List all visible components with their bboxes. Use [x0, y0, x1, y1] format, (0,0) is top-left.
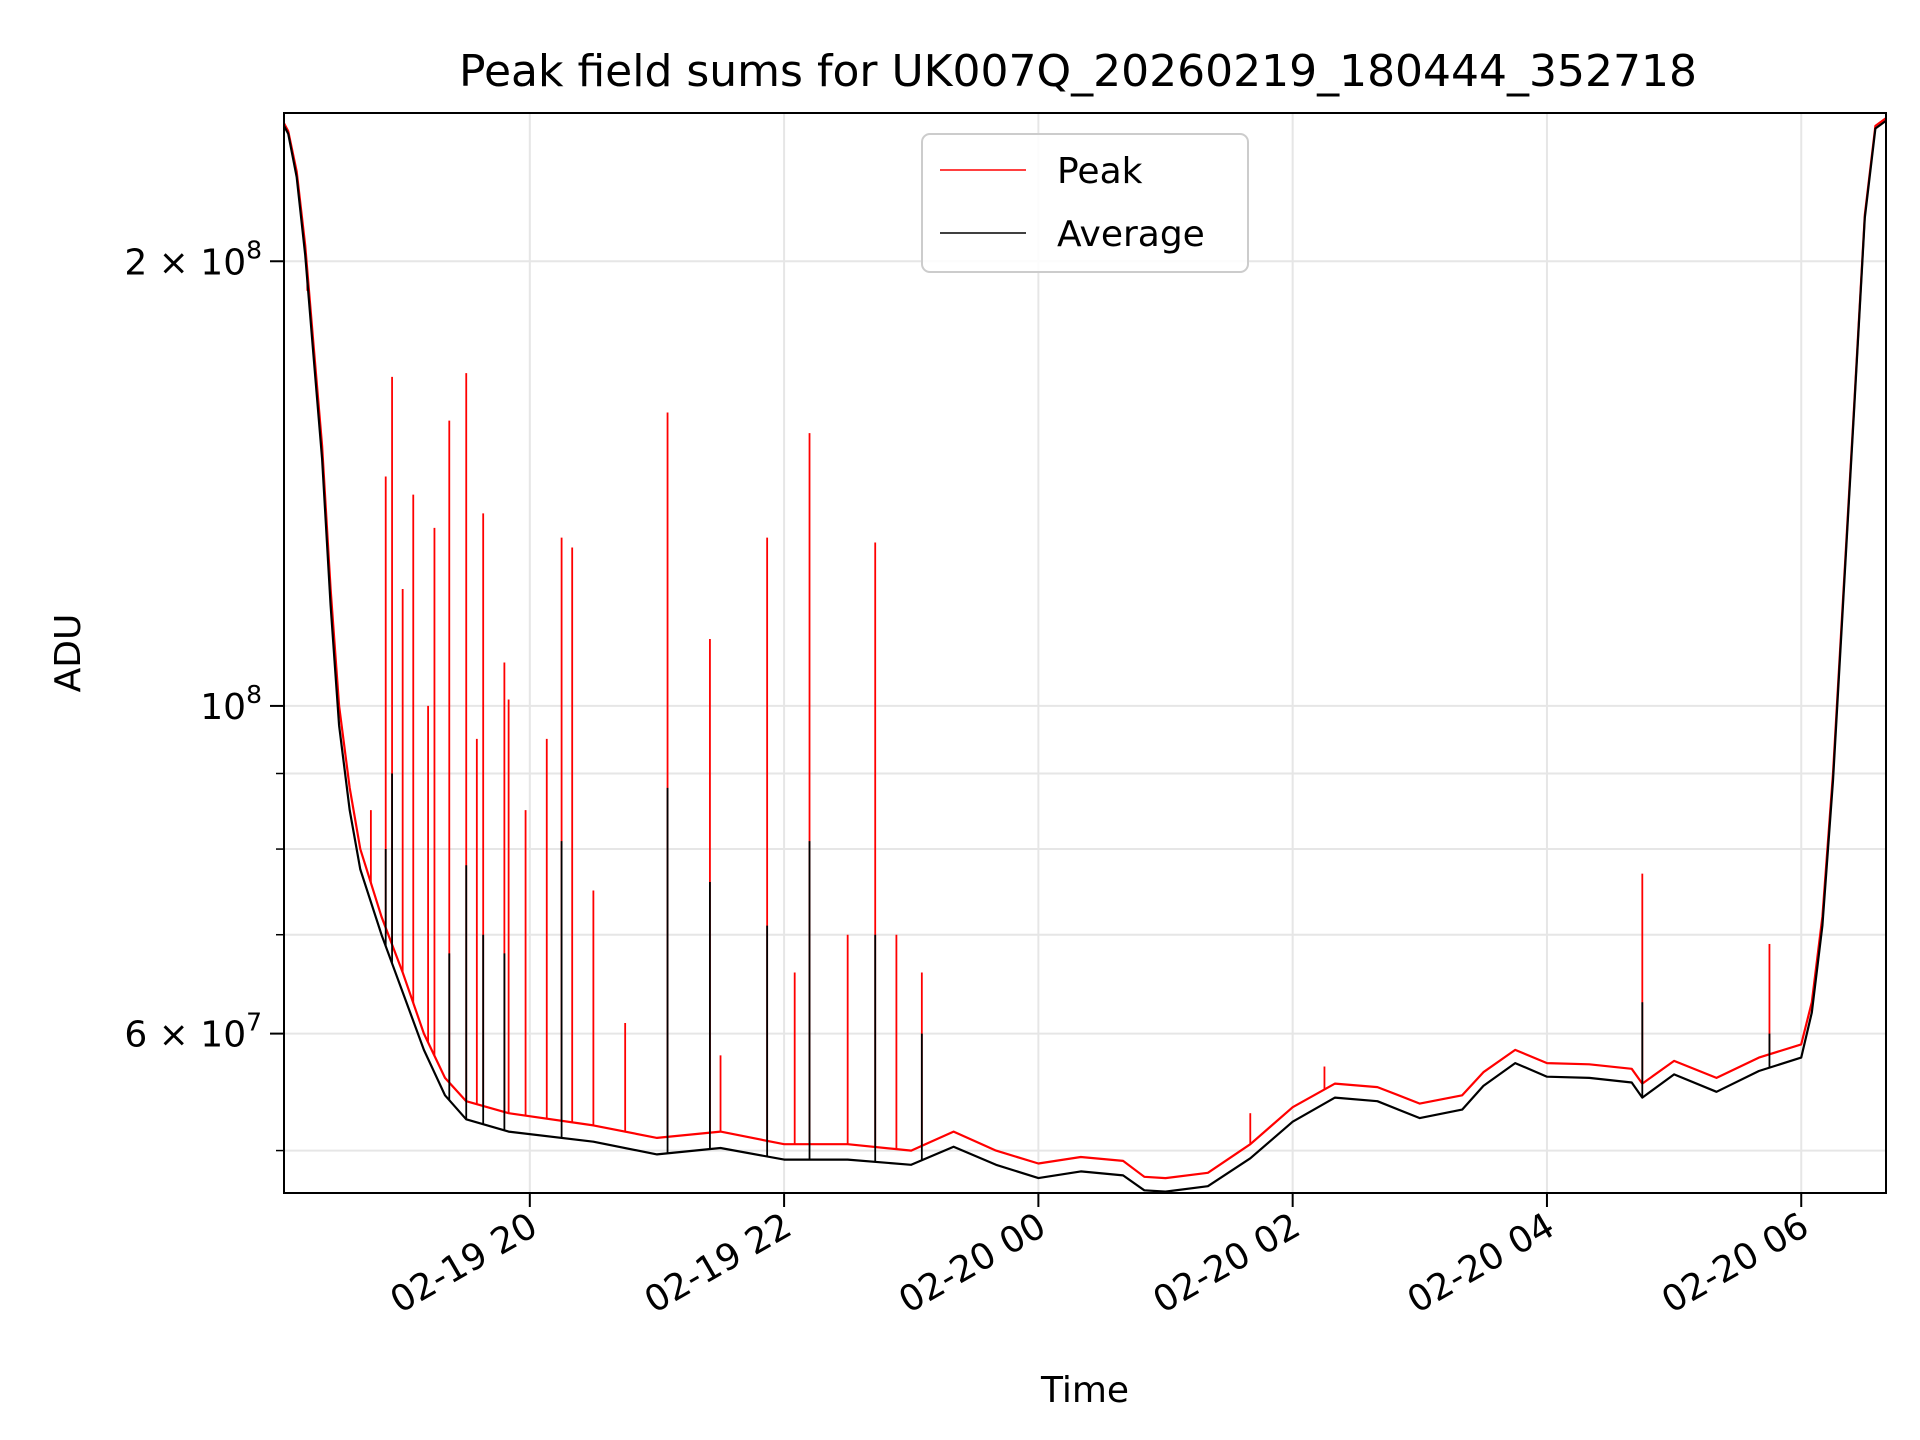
y-tick-label: 108	[200, 680, 262, 728]
legend-box	[921, 133, 1249, 273]
plot-frame	[283, 112, 1887, 1194]
y-tick-base: 2 × 10	[124, 242, 246, 283]
legend: Peak Average	[921, 133, 1249, 273]
y-axis-label: ADU	[48, 614, 89, 693]
y-tick-label: 6 × 107	[124, 1008, 262, 1056]
series-average	[283, 119, 1887, 1193]
y-tick-base: 10	[200, 687, 246, 728]
x-axis-label: Time	[1040, 1370, 1129, 1411]
y-tick-exponent: 8	[246, 680, 262, 709]
legend-label-peak: Peak	[1057, 151, 1143, 192]
series-line-peak	[283, 117, 1887, 1180]
y-tick-exponent: 8	[246, 235, 262, 264]
y-tick-exponent: 7	[246, 1008, 262, 1037]
series-layer	[283, 117, 1887, 1193]
y-tick-base: 6 × 10	[124, 1015, 246, 1056]
grid-layer	[284, 113, 1886, 1193]
chart-title: Peak field sums for UK007Q_20260219_1804…	[459, 46, 1697, 97]
series-line-average	[283, 119, 1887, 1193]
y-tick-label: 2 × 108	[124, 235, 262, 283]
legend-label-average: Average	[1057, 214, 1205, 255]
